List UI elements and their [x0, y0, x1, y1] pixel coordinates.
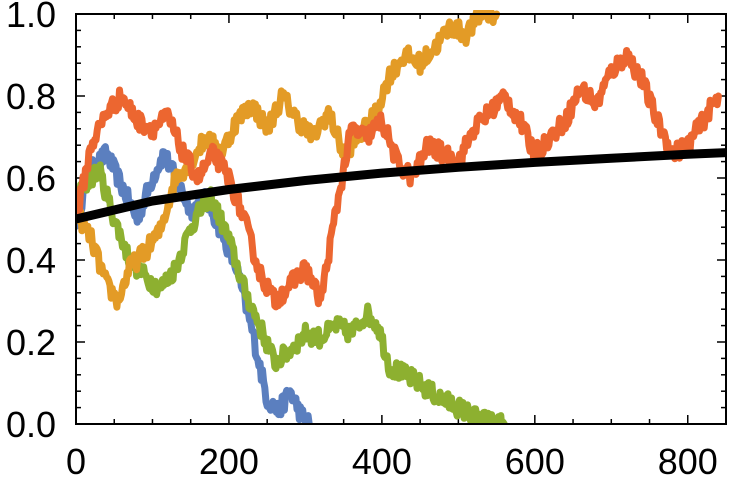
tick-labels-layer: 0 200 400 600 800 0.0 0.2 0.4 0.6 0.8 1.0	[6, 0, 718, 479]
series-line	[76, 161, 508, 424]
y-tick-label: 0.6	[6, 158, 56, 199]
x-tick-label: 200	[199, 441, 259, 479]
series-line	[76, 10, 501, 311]
y-tick-label: 0.0	[6, 404, 56, 445]
y-tick-label: 1.0	[6, 0, 56, 35]
y-tick-label: 0.8	[6, 76, 56, 117]
x-tick-label: 800	[658, 441, 718, 479]
y-tick-label: 0.2	[6, 322, 56, 363]
series-line	[76, 148, 726, 224]
x-tick-label: 600	[505, 441, 565, 479]
series-layer	[76, 10, 726, 424]
series-line	[76, 47, 722, 311]
x-tick-label: 0	[66, 441, 86, 479]
x-tick-label: 400	[352, 441, 412, 479]
y-tick-label: 0.4	[6, 240, 56, 281]
plot-frame	[75, 13, 727, 425]
